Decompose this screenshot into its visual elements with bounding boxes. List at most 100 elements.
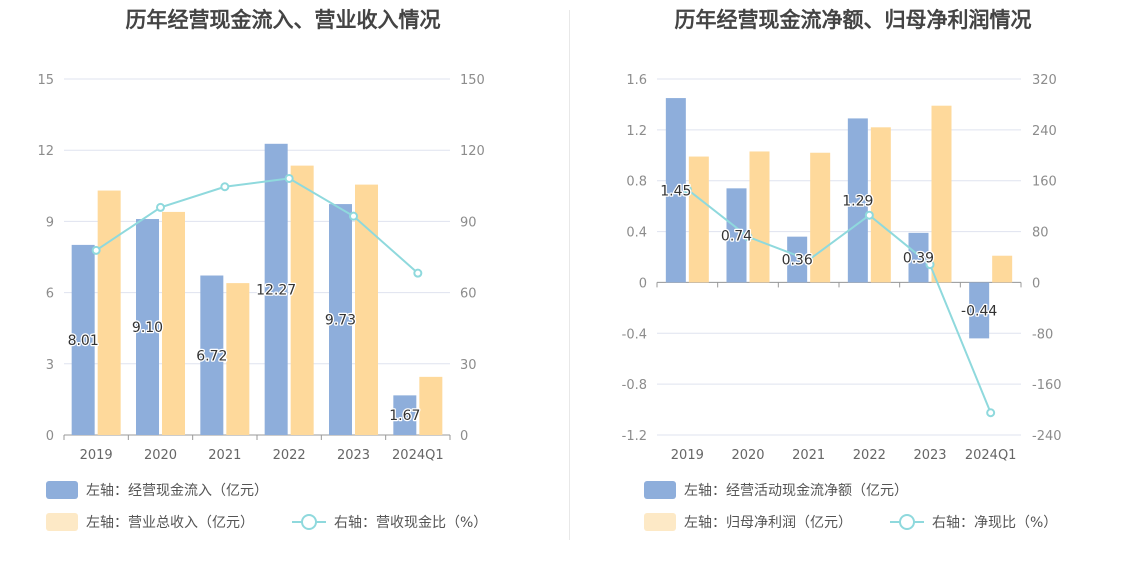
left-axis-tick: 0 — [46, 429, 54, 444]
bar-data-label: 0.39 — [903, 251, 934, 267]
legend-label: 左轴：经营活动现金流净额（亿元） — [684, 483, 908, 499]
left-axis-tick: 0.4 — [626, 226, 647, 241]
bar-primary — [787, 236, 808, 283]
bar-secondary — [870, 127, 891, 283]
bar-primary — [393, 395, 417, 435]
bar-primary — [264, 143, 288, 436]
left-axis-tick: 9 — [46, 215, 54, 230]
ratio-point — [349, 211, 358, 221]
left-axis-tick: 1.6 — [626, 73, 647, 88]
bar-secondary — [688, 156, 709, 283]
legend-label: 左轴：归母净利润（亿元） — [684, 515, 852, 531]
bar-data-label: 0.74 — [721, 228, 752, 244]
right-axis-tick: 0 — [460, 429, 468, 444]
legend-line-marker-icon — [292, 513, 326, 531]
ratio-point — [864, 210, 874, 220]
bar-data-label: 12.27 — [256, 282, 296, 298]
legend-cash-revenue-ratio[interactable]: 右轴：营收现金比（%） — [292, 512, 487, 532]
legend-cash-inflow[interactable]: 左轴：经营现金流入（亿元） — [46, 480, 268, 500]
ratio-point — [986, 408, 996, 418]
right-axis-tick: 120 — [460, 144, 485, 159]
left-axis-tick: 0 — [639, 276, 647, 291]
ratio-point — [682, 184, 692, 194]
bar-primary — [665, 98, 686, 283]
ratio-point — [91, 245, 101, 255]
bar-primary — [136, 219, 159, 435]
right-axis-tick: -80 — [1032, 327, 1053, 342]
right-axis-tick: 0 — [1032, 276, 1040, 291]
x-axis-label: 2022 — [273, 448, 306, 463]
x-axis-label: 2020 — [731, 448, 764, 463]
bar-secondary — [749, 151, 770, 283]
right-axis-tick: 240 — [1032, 124, 1057, 139]
ratio-point — [743, 232, 753, 242]
x-axis-label: 2020 — [144, 448, 177, 463]
left-axis-tick: 6 — [46, 287, 54, 302]
x-axis-label: 2022 — [853, 448, 886, 463]
left-axis-tick: -0.4 — [622, 327, 647, 342]
chart-title: 历年经营现金流净额、归母净利润情况 — [674, 8, 1032, 32]
right-axis-tick: -160 — [1032, 378, 1062, 393]
legend-revenue[interactable]: 左轴：营业总收入（亿元） — [46, 512, 254, 532]
legend-net-profit[interactable]: 左轴：归母净利润（亿元） — [644, 512, 852, 532]
right-axis-tick: 160 — [1032, 175, 1057, 190]
ratio-point — [925, 260, 935, 270]
ratio-line — [95, 177, 419, 274]
ratio-point — [804, 255, 814, 265]
right-axis-tick: 90 — [460, 215, 477, 230]
legend-swatch — [46, 513, 78, 531]
bar-data-label: 1.29 — [842, 193, 873, 209]
bar-secondary — [355, 184, 378, 435]
right-axis-tick: 30 — [460, 358, 477, 373]
panel-divider — [569, 10, 570, 540]
x-axis-label: 2021 — [792, 448, 825, 463]
x-axis-label: 2021 — [208, 448, 241, 463]
legend-label: 右轴：净现比（%） — [932, 515, 1058, 531]
x-axis-label: 2024Q1 — [392, 448, 444, 463]
bar-primary — [847, 118, 868, 283]
legend-net-cash-ratio[interactable]: 右轴：净现比（%） — [890, 512, 1057, 532]
x-axis-label: 2019 — [80, 448, 113, 463]
chart-title: 历年经营现金流入、营业收入情况 — [125, 8, 441, 32]
right-axis-tick: 60 — [460, 287, 477, 302]
bar-data-label: 1.67 — [389, 408, 420, 424]
right-axis-tick: 80 — [1032, 226, 1049, 241]
bar-primary — [71, 244, 95, 435]
x-axis-label: 2019 — [671, 448, 704, 463]
left-axis-tick: 12 — [37, 144, 54, 159]
bar-secondary — [162, 211, 185, 435]
chart-panel-right: 历年经营现金流净额、归母净利润情况 -1.2 -0.8 -0.4 0 0.4 0.8 1.2… — [572, 0, 1134, 582]
legend-net-cash-flow[interactable]: 左轴：经营活动现金流净额（亿元） — [644, 480, 908, 500]
ratio-point — [284, 173, 294, 183]
bar-primary — [908, 232, 929, 283]
legend-label: 左轴：经营现金流入（亿元） — [86, 483, 268, 499]
bar-primary — [200, 275, 224, 435]
x-axis-label: 2023 — [913, 448, 946, 463]
right-axis-tick: 320 — [1032, 73, 1057, 88]
legend-line-marker-icon — [890, 513, 924, 531]
bar-secondary — [992, 255, 1013, 283]
bar-data-label: -0.44 — [961, 303, 997, 319]
ratio-line — [686, 188, 992, 414]
right-axis-tick: -240 — [1032, 429, 1062, 444]
bar-secondary — [226, 283, 250, 435]
bar-secondary — [290, 165, 314, 436]
ratio-point — [156, 202, 165, 212]
legend-label: 左轴：营业总收入（亿元） — [86, 515, 254, 531]
left-axis-tick: 0.8 — [626, 175, 647, 190]
left-axis-tick: 15 — [37, 73, 54, 88]
legend-swatch — [644, 513, 676, 531]
bar-secondary — [419, 376, 443, 435]
bar-secondary — [97, 190, 121, 435]
ratio-point — [220, 182, 230, 192]
bar-primary — [726, 188, 747, 283]
bar-data-label: 9.10 — [132, 320, 163, 336]
chart-panel-left: 历年经营现金流入、营业收入情况 0 3 6 9 12 15 0 30 60 90 120 150 201… — [0, 0, 566, 582]
bar-primary — [969, 282, 990, 339]
x-axis-label: 2024Q1 — [965, 448, 1017, 463]
bar-secondary — [810, 152, 831, 283]
bar-data-label: 8.01 — [68, 333, 99, 349]
x-axis-label: 2023 — [337, 448, 370, 463]
bar-data-label: 9.73 — [325, 313, 356, 329]
